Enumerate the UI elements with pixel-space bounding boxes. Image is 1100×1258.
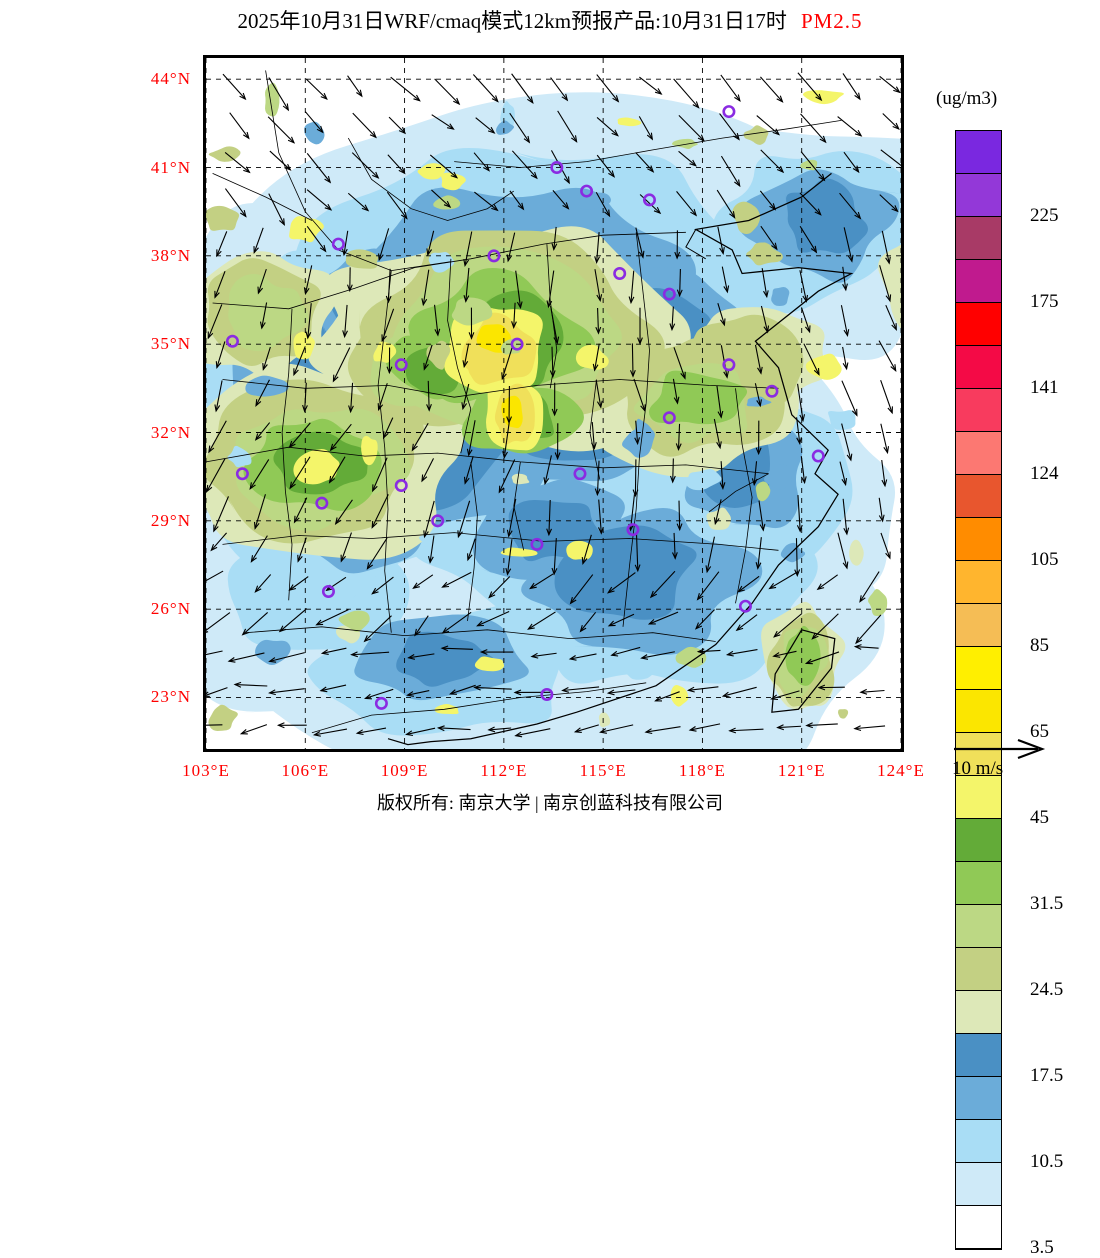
colorbar-segment[interactable]: [956, 131, 1001, 174]
lat-tick-label: 26°N: [107, 600, 191, 617]
colorbar-segment[interactable]: [956, 1120, 1001, 1163]
colorbar-segment[interactable]: [956, 432, 1001, 475]
lat-tick-label: 32°N: [107, 424, 191, 441]
lat-tick-label: 41°N: [107, 159, 191, 176]
arrow-right-icon: [952, 738, 1062, 760]
lon-tick-label: 109°E: [360, 762, 450, 779]
colorbar-segment[interactable]: [956, 518, 1001, 561]
lat-tick-label: 23°N: [107, 688, 191, 705]
lon-tick-label: 124°E: [856, 762, 946, 779]
colorbar-tick-label: 124: [1030, 464, 1059, 483]
colorbar-tick-label: 141: [1030, 378, 1059, 397]
page-title: 2025年10月31日WRF/cmaq模式12km预报产品:10月31日17时 P…: [0, 8, 1100, 34]
colorbar-segment[interactable]: [956, 475, 1001, 518]
colorbar-tick-label: 10.5: [1030, 1152, 1063, 1171]
colorbar-segment[interactable]: [956, 389, 1001, 432]
colorbar-segment[interactable]: [956, 174, 1001, 217]
colorbar-tick-label: 85: [1030, 636, 1049, 655]
lat-tick-label: 44°N: [107, 70, 191, 87]
lon-tick-label: 118°E: [657, 762, 747, 779]
colorbar-tick-label: 225: [1030, 206, 1059, 225]
colorbar-units-label: (ug/m3): [936, 88, 997, 110]
colorbar-tick-label: 175: [1030, 292, 1059, 311]
map-plot-area: [206, 58, 901, 749]
colorbar-segment[interactable]: [956, 862, 1001, 905]
colorbar-segment[interactable]: [956, 1206, 1001, 1249]
colorbar-segment[interactable]: [956, 991, 1001, 1034]
colorbar-segment[interactable]: [956, 905, 1001, 948]
colorbar-segment[interactable]: [956, 604, 1001, 647]
colorbar-tick-label: 105: [1030, 550, 1059, 569]
colorbar-segment[interactable]: [956, 1077, 1001, 1120]
title-text: 2025年10月31日WRF/cmaq模式12km预报产品:10月31日17时: [237, 9, 787, 33]
colorbar-segment[interactable]: [956, 561, 1001, 604]
colorbar-segment[interactable]: [956, 690, 1001, 733]
lon-tick-label: 112°E: [459, 762, 549, 779]
lat-tick-label: 29°N: [107, 512, 191, 529]
colorbar-segment[interactable]: [956, 260, 1001, 303]
wind-legend-label: 10 m/s: [952, 758, 1003, 780]
colorbar-tick-label: 17.5: [1030, 1066, 1063, 1085]
title-species-label: PM2.5: [801, 9, 863, 33]
lat-tick-label: 38°N: [107, 247, 191, 264]
lon-tick-label: 106°E: [260, 762, 350, 779]
lon-tick-label: 103°E: [161, 762, 251, 779]
colorbar-segment[interactable]: [956, 217, 1001, 260]
concentration-field: [206, 58, 901, 749]
colorbar-segment[interactable]: [956, 948, 1001, 991]
colorbar-segment[interactable]: [956, 647, 1001, 690]
copyright-notice: 版权所有: 南京大学 | 南京创蓝科技有限公司: [0, 789, 1100, 815]
colorbar-tick-label: 24.5: [1030, 980, 1063, 999]
lon-tick-label: 121°E: [757, 762, 847, 779]
lat-tick-label: 35°N: [107, 335, 191, 352]
colorbar-segment[interactable]: [956, 1034, 1001, 1077]
map-canvas[interactable]: [203, 55, 904, 752]
colorbar-segment[interactable]: [956, 1163, 1001, 1206]
colorbar-tick-label: 31.5: [1030, 894, 1063, 913]
lon-tick-label: 115°E: [558, 762, 648, 779]
colorbar-segment[interactable]: [956, 819, 1001, 862]
colorbar-segment[interactable]: [956, 303, 1001, 346]
colorbar-segment[interactable]: [956, 346, 1001, 389]
colorbar-tick-label: 3.5: [1030, 1238, 1054, 1257]
forecast-map-page: 2025年10月31日WRF/cmaq模式12km预报产品:10月31日17时 P…: [0, 0, 1100, 850]
